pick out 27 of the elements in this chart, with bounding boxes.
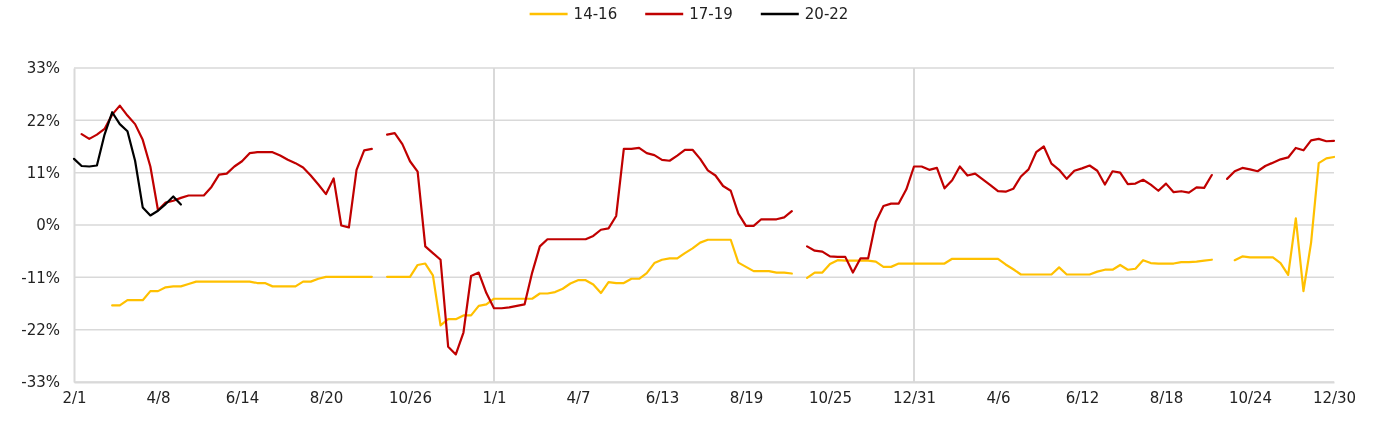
y-tick-label: 22% — [26, 111, 60, 130]
legend-label: 20-22 — [804, 5, 849, 23]
x-tick-label: 1/1 — [482, 388, 507, 407]
y-tick-label: 33% — [26, 59, 60, 78]
line-series — [72, 111, 183, 217]
x-tick-label: 4/6 — [986, 388, 1011, 407]
x-tick-label: 8/18 — [1149, 388, 1184, 407]
y-tick-label: 0% — [36, 216, 60, 235]
x-tick-label: 10/25 — [808, 388, 853, 407]
legend-label: 17-19 — [689, 5, 733, 23]
y-tick-label: -33% — [21, 373, 60, 392]
y-tick-label: -22% — [21, 320, 60, 339]
x-tick-label: 2/1 — [62, 388, 87, 407]
x-tick-label: 12/31 — [892, 388, 937, 407]
legend-label: 14-16 — [573, 5, 618, 23]
x-tick-label: 6/14 — [225, 388, 260, 407]
x-tick-label: 8/19 — [729, 388, 764, 407]
y-tick-label: 11% — [26, 163, 60, 182]
y-tick-label: -11% — [21, 268, 60, 287]
x-tick-label: 4/7 — [566, 388, 591, 407]
x-tick-label: 12/30 — [1312, 388, 1357, 407]
x-tick-label: 10/24 — [1228, 388, 1273, 407]
x-tick-label: 6/12 — [1065, 388, 1100, 407]
x-tick-label: 6/13 — [645, 388, 680, 407]
x-tick-label: 10/26 — [388, 388, 433, 407]
x-tick-label: 4/8 — [146, 388, 171, 407]
x-tick-label: 8/20 — [309, 388, 344, 407]
